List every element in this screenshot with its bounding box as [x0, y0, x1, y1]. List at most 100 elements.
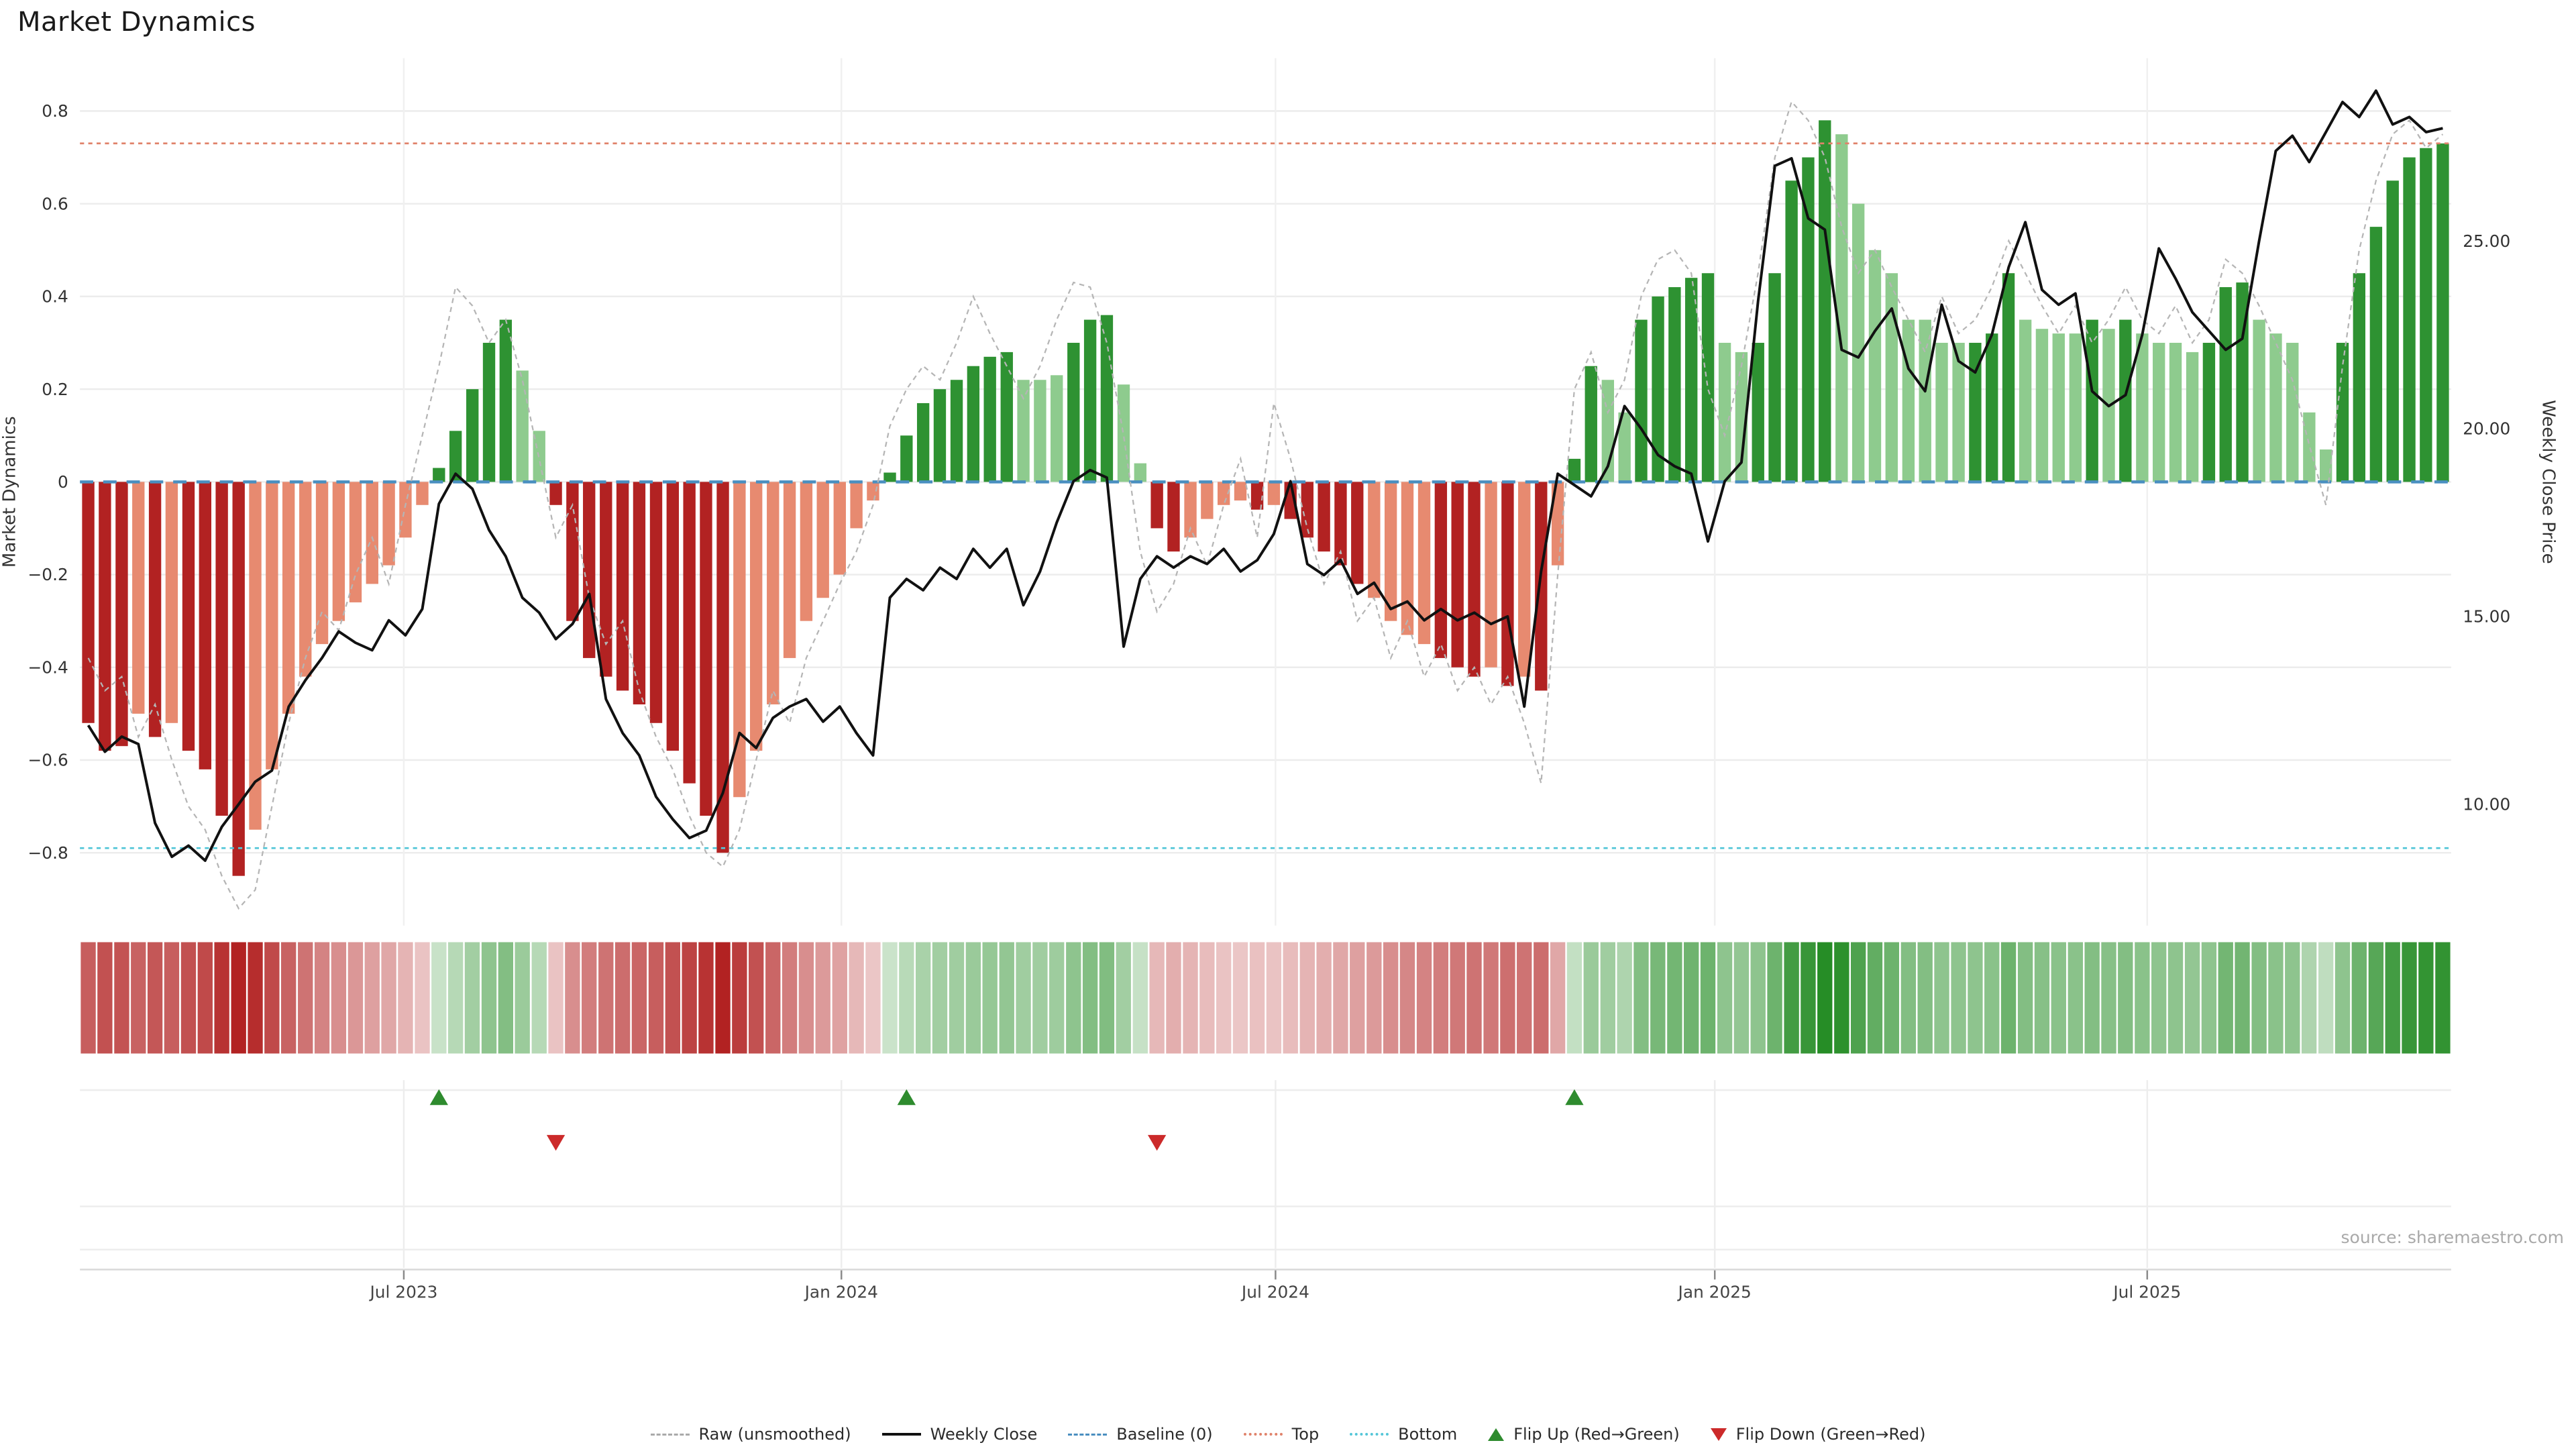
dynamics-bar: [366, 482, 378, 584]
heatmap-cell: [2051, 942, 2066, 1054]
legend-item: Flip Down (Green→Red): [1710, 1425, 1926, 1444]
dynamics-bar: [900, 435, 913, 482]
heatmap-cell: [264, 942, 280, 1054]
heatmap-cell: [782, 942, 798, 1054]
heatmap-cell: [2034, 942, 2050, 1054]
dynamics-bar: [2319, 449, 2332, 482]
dynamics-bar: [132, 482, 145, 714]
raw-line: [87, 100, 2444, 910]
dynamics-bar: [433, 468, 445, 482]
heatmap-cell: [1433, 942, 1449, 1054]
legend-item: Flip Up (Red→Green): [1488, 1425, 1680, 1444]
dynamics-bar: [482, 343, 496, 482]
dynamics-bar: [1986, 333, 1998, 482]
legend-label: Bottom: [1398, 1425, 1458, 1444]
dynamics-bar: [2369, 227, 2383, 482]
dynamics-bar: [2035, 329, 2049, 482]
dynamics-bar: [266, 482, 278, 769]
heatmap-cell: [1917, 942, 1933, 1054]
heatmap-cell: [2435, 942, 2451, 1054]
heatmap-cell: [1534, 942, 1549, 1054]
heatmap-cell: [682, 942, 697, 1054]
heatmap-cell: [1232, 942, 1248, 1054]
heatmap-cell: [1900, 942, 1917, 1054]
heatmap-cell: [481, 942, 497, 1054]
heatmap-cell: [582, 942, 597, 1054]
dynamics-bar: [916, 402, 930, 482]
heatmap-cell: [1166, 942, 1181, 1054]
heatmap-cell: [2201, 942, 2217, 1054]
heatmap-cell: [1684, 942, 1699, 1054]
heatmap-cell: [765, 942, 781, 1054]
dynamics-bar: [516, 370, 529, 482]
heatmap-cell: [1566, 942, 1582, 1054]
legend-glyph-solid-icon: [881, 1433, 921, 1436]
dynamics-bar: [1802, 157, 1815, 482]
x-tick-label: Jan 2025: [1677, 1283, 1752, 1302]
dynamics-bar: [583, 482, 596, 658]
heatmap-cell: [2334, 942, 2351, 1054]
heatmap-cell: [2084, 942, 2100, 1054]
dynamics-bar: [2253, 319, 2265, 482]
dynamics-bar: [1551, 482, 1564, 566]
heatmap-cell: [1767, 942, 1782, 1054]
dynamics-bar: [1384, 482, 1397, 621]
heatmap-cell: [1266, 942, 1282, 1054]
heatmap-cell: [1099, 942, 1115, 1054]
heatmap-cell: [1500, 942, 1515, 1054]
axis-layer: 0.8 0.6 0.4 0.2 0 −0.2 −0.4 −0.6 −0.8 25.00 20.00 1…: [0, 101, 2558, 1301]
legend-item: Top: [1243, 1425, 1320, 1444]
dynamics-bar: [199, 482, 211, 769]
dynamics-bar: [716, 482, 729, 853]
heatmap-cell: [431, 942, 447, 1054]
left-axis-title: Market Dynamics: [0, 416, 19, 568]
heatmap-cell: [331, 942, 347, 1054]
heatmap-cell: [2285, 942, 2300, 1054]
dynamics-bar: [733, 482, 746, 798]
heatmap-cell: [464, 942, 480, 1054]
dynamics-bar: [1351, 482, 1364, 584]
flip-up-marker-icon: [1565, 1089, 1584, 1106]
dynamics-bar: [1150, 482, 1163, 529]
page-title: Market Dynamics: [17, 7, 256, 38]
legend-label: Top: [1291, 1425, 1320, 1444]
heatmap-cell: [665, 942, 680, 1054]
dynamics-bar: [883, 472, 896, 482]
left-tick-label: 0: [58, 472, 68, 492]
heatmap-cell: [1199, 942, 1215, 1054]
dynamics-bar: [416, 482, 429, 505]
dynamics-bar: [1083, 319, 1097, 482]
dynamics-bar: [1752, 343, 1764, 482]
heatmap-cell: [1750, 942, 1766, 1054]
heatmap-cell: [498, 942, 514, 1054]
x-tick-label: Jul 2025: [2112, 1283, 2181, 1302]
dynamics-bar: [2052, 333, 2065, 482]
dynamics-bar: [2153, 343, 2165, 482]
heatmap-cell: [1399, 942, 1415, 1054]
heatmap-cell: [2235, 942, 2250, 1054]
dynamics-bar: [1184, 482, 1197, 538]
dynamics-bar: [1518, 482, 1531, 677]
dynamics-bar: [1902, 319, 1915, 482]
heatmap-cell: [1600, 942, 1616, 1054]
dynamics-bar: [1652, 296, 1664, 482]
dynamics-bar: [1868, 250, 1882, 482]
legend-glyph-tri-down-icon: [1710, 1428, 1727, 1441]
heatmap-cell: [1082, 942, 1098, 1054]
heatmap-cell: [197, 942, 213, 1054]
heatmap-cell: [1016, 942, 1031, 1054]
heatmap-cell: [1667, 942, 1682, 1054]
dynamics-bar: [2136, 333, 2149, 482]
dynamics-bar: [2202, 343, 2216, 482]
heatmap-cell: [732, 942, 747, 1054]
heatmap-cell: [1984, 942, 2000, 1054]
heatmap-cell: [1466, 942, 1482, 1054]
dynamics-bar: [1468, 482, 1481, 677]
heatmap-cell: [1116, 942, 1131, 1054]
heatmap-cell: [364, 942, 380, 1054]
heatmap-cell: [1817, 942, 1833, 1054]
heatmap-cell: [2268, 942, 2284, 1054]
dynamics-bar: [1952, 343, 1965, 482]
dynamics-bar: [1701, 273, 1715, 482]
dynamics-bar: [2386, 180, 2399, 482]
